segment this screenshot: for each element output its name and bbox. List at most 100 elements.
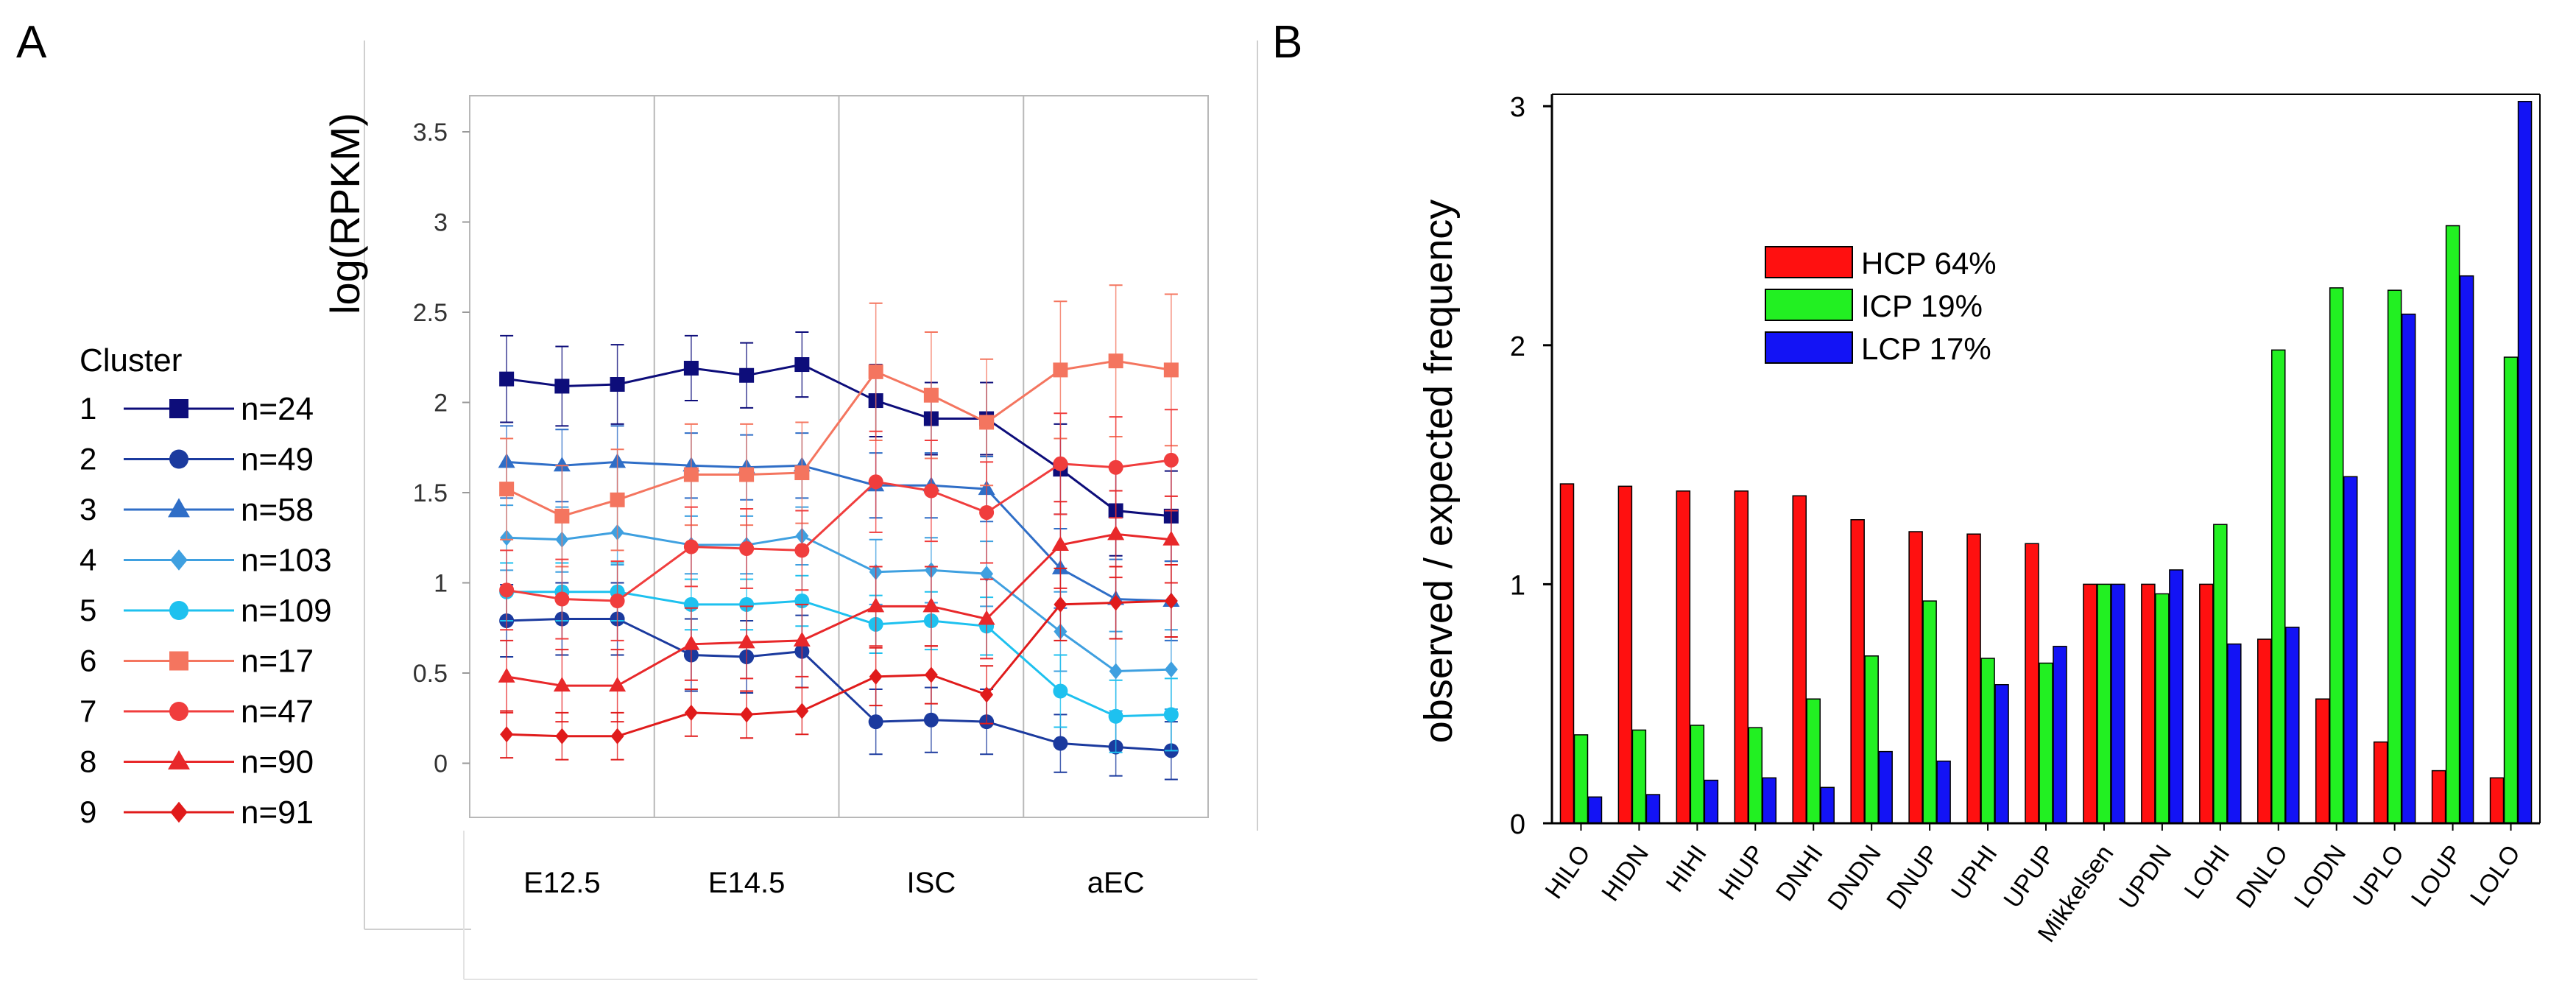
bar-hcp-uplo	[2373, 741, 2388, 824]
data-point	[739, 541, 755, 556]
legend-count: n=17	[241, 644, 314, 680]
panel-b-y-axis-title: observed / expected frequency	[1416, 200, 1461, 743]
data-point	[684, 704, 698, 721]
data-point	[610, 594, 625, 608]
legend-cluster-id: 5	[80, 593, 96, 627]
data-point	[1053, 683, 1068, 699]
bar-hcp-lodn	[2315, 698, 2330, 824]
data-point	[682, 635, 700, 650]
bar-icp-uplo	[2387, 289, 2402, 824]
panel-b-y-tick-label: 3	[1510, 92, 1525, 123]
data-point	[610, 492, 625, 507]
legend-count: n=47	[241, 694, 314, 730]
bar-hcp-hiup	[1734, 490, 1749, 824]
series-line	[507, 531, 1171, 673]
data-point	[923, 483, 939, 499]
bar-lcp-hiup	[1762, 777, 1777, 824]
data-point	[1163, 707, 1179, 722]
data-point	[739, 467, 755, 482]
bar-lcp-lohi	[2227, 643, 2242, 824]
legend-swatch	[1765, 289, 1853, 321]
data-point	[610, 728, 624, 744]
panel-a-chart: log(RPKM) 0 0.5 1 1.5 2 2.5 3 3.5 E12.5 E14.5 ISC…	[80, 41, 1258, 980]
panel-a-y-tick-label: 0.5	[413, 660, 448, 688]
panel-a-series-7	[499, 409, 1179, 641]
data-point	[980, 686, 994, 703]
data-point	[683, 360, 699, 376]
bar-hcp-dndn	[1850, 519, 1865, 824]
panel-label-a: A	[16, 17, 47, 68]
legend-cluster-id: 9	[80, 795, 96, 829]
data-point	[868, 474, 883, 490]
legend-marker	[170, 549, 188, 571]
legend-title: Cluster	[80, 342, 182, 378]
bar-icp-lohi	[2213, 524, 2228, 824]
legend-entry-label: LCP 17%	[1861, 331, 1991, 366]
legend-count: n=91	[241, 795, 314, 831]
data-point	[979, 415, 995, 430]
data-point	[555, 728, 569, 744]
data-point	[923, 712, 939, 728]
series-line	[507, 591, 1171, 718]
bar-lcp-mikkelsen	[2111, 583, 2125, 824]
legend-marker	[170, 801, 188, 823]
data-point	[498, 667, 515, 683]
bar-lcp-lodn	[2343, 476, 2358, 824]
data-point	[980, 566, 994, 582]
data-point	[1163, 362, 1179, 378]
data-point	[738, 633, 755, 649]
data-point	[553, 457, 571, 472]
bar-icp-dnlo	[2271, 349, 2286, 824]
data-point	[794, 465, 810, 481]
legend-marker	[168, 750, 190, 770]
data-point	[1107, 525, 1125, 541]
data-point	[610, 377, 625, 392]
bar-lcp-loup	[2459, 275, 2474, 824]
bar-lcp-updn	[2169, 569, 2184, 824]
data-point	[1053, 362, 1068, 378]
panel-a-y-tick-label: 0	[434, 750, 448, 778]
bar-hcp-hidn	[1617, 485, 1633, 824]
legend-cluster-id: 1	[80, 391, 96, 426]
legend-marker	[169, 702, 188, 721]
panel-a-x-group-label: aEC	[1087, 867, 1145, 899]
series-line	[506, 363, 1171, 518]
data-point	[609, 677, 627, 692]
legend-marker	[169, 601, 188, 620]
data-point	[1051, 536, 1069, 552]
data-point	[868, 714, 883, 730]
data-point	[739, 367, 755, 383]
data-point	[794, 357, 810, 373]
panel-b-y-tick-label: 2	[1510, 331, 1525, 362]
panel-a-y-tick-label: 2	[434, 390, 448, 418]
data-point	[683, 467, 699, 482]
data-point	[683, 539, 699, 554]
series-line	[507, 460, 1171, 602]
bar-hcp-loup	[2431, 770, 2446, 824]
bar-hcp-updn	[2141, 583, 2156, 824]
legend-cluster-id: 3	[80, 492, 96, 527]
panel-b-y-tick-label: 1	[1510, 570, 1525, 601]
data-point	[739, 596, 755, 612]
data-point	[795, 703, 809, 719]
legend-marker	[168, 498, 190, 518]
data-point	[923, 387, 939, 403]
bar-icp-upup	[2039, 662, 2053, 824]
bar-lcp-uphi	[1994, 683, 2009, 824]
bar-lcp-dndn	[1878, 750, 1893, 824]
bar-lcp-hidn	[1645, 794, 1661, 824]
bar-hcp-lolo	[2489, 777, 2505, 824]
panel-a-x-group-label: E12.5	[523, 867, 601, 899]
data-point	[978, 610, 995, 625]
panel-a-series-9	[500, 564, 1178, 761]
bar-hcp-uphi	[1966, 533, 1981, 824]
panel-label-b: B	[1272, 17, 1302, 68]
data-point	[1109, 594, 1123, 611]
bar-icp-lolo	[2503, 356, 2519, 824]
series-line	[506, 359, 1172, 518]
legend-marker	[169, 651, 188, 671]
panel-a-legend: Cluster 1 n=24 2 n=49 3 n=58 4 n=103 5 n=109 6 n=17…	[80, 342, 332, 831]
panel-a-series-8	[498, 490, 1180, 723]
data-point	[793, 631, 811, 647]
